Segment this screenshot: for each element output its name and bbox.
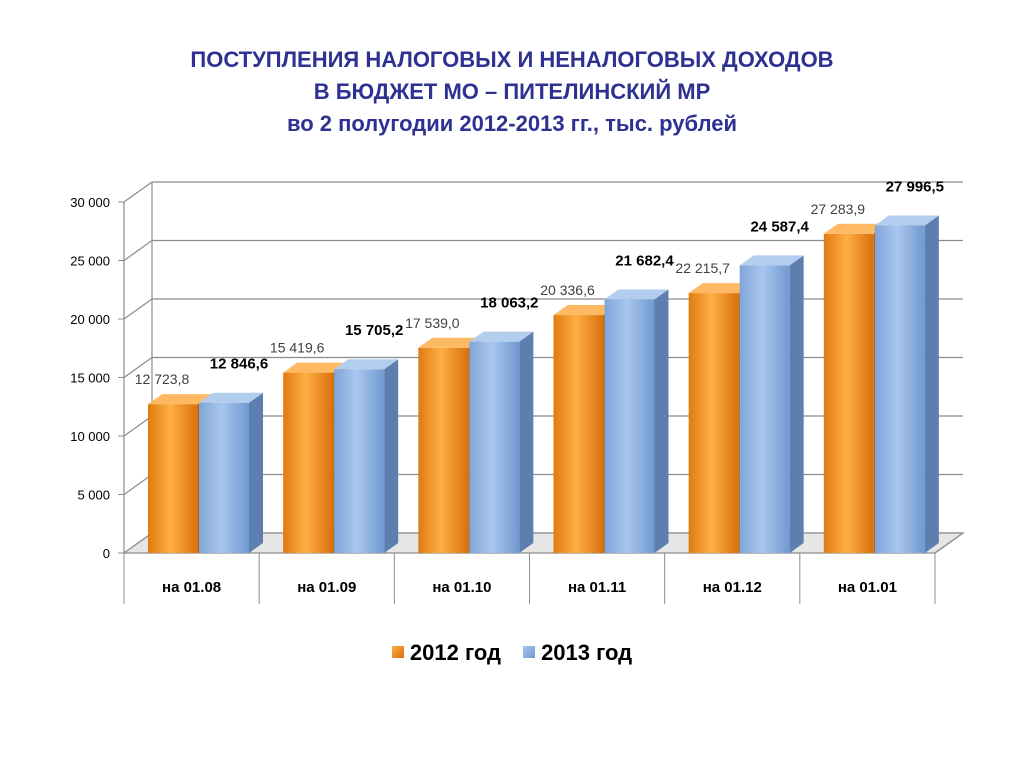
y-tick-label-3: 15 000 — [70, 371, 110, 386]
data-labels: 12 723,8 12 846,615 419,6 15 705,2 17 539,0… — [135, 178, 944, 387]
legend-item-2013: 2013 год — [523, 640, 632, 666]
bar-2012-4 — [688, 293, 739, 553]
bar-2013-4 — [739, 265, 790, 553]
title-line-3: во 2 полугодии 2012-2013 гг., тыс. рубле… — [286, 111, 738, 136]
bar-2013-3 — [604, 299, 655, 553]
bar-2012-2 — [418, 347, 469, 553]
x-tick-label-1: на 01.09 — [297, 579, 356, 596]
bar-top-0-4 — [688, 283, 753, 294]
data-label-2013-0: 12 846,6 — [210, 356, 268, 373]
bar-side-1-2 — [519, 331, 534, 553]
title-line-2: В БЮДЖЕТ МО – ПИТЕЛИНСКИЙ МР — [313, 79, 711, 104]
chart-bars — [148, 215, 939, 553]
bar-2013-0 — [199, 402, 249, 553]
data-label-2013-1: 15 705,2 — [345, 322, 403, 339]
bar-top-1-1 — [334, 359, 399, 370]
bar-side-1-3 — [654, 289, 669, 553]
side-grid-1 — [123, 474, 153, 495]
bar-top-1-2 — [469, 331, 534, 342]
side-grid-3 — [123, 357, 153, 378]
y-tick-label-5: 25 000 — [70, 254, 110, 269]
data-label-2012-3: 20 336,6 — [540, 282, 595, 298]
y-tick-label-0: 0 — [103, 546, 110, 561]
bar-2012-5 — [823, 233, 874, 553]
bar-top-0-1 — [283, 362, 348, 373]
bar-2013-2 — [469, 341, 520, 553]
x-tick-label-2: на 01.10 — [432, 579, 491, 596]
bar-top-1-0 — [199, 392, 263, 403]
data-label-2013-4: 24 587,4 — [750, 218, 809, 235]
y-tick-label-6: 30 000 — [70, 195, 110, 210]
bar-2012-3 — [553, 315, 604, 553]
data-label-2012-1: 15 419,6 — [270, 340, 325, 356]
bar-2012-0 — [148, 404, 198, 553]
chart-legend: 2012 год 2013 год — [0, 640, 1024, 666]
x-tick-label-3: на 01.11 — [568, 579, 626, 596]
bar-side-1-1 — [384, 359, 399, 553]
bar-top-1-3 — [604, 289, 669, 300]
bar-2013-5 — [874, 225, 925, 553]
bar-side-1-4 — [789, 255, 804, 553]
side-grid-2 — [123, 415, 153, 437]
legend-label-2013: 2013 год — [541, 640, 633, 665]
x-tick-label-0: на 01.08 — [162, 579, 221, 596]
title-line-1: ПОСТУПЛЕНИЯ НАЛОГОВЫХ И НЕНАЛОГОВЫХ ДОХО… — [190, 47, 834, 72]
data-label-2013-5: 27 996,5 — [886, 178, 944, 195]
bar-top-0-5 — [823, 223, 888, 234]
x-tick-label-4: на 01.12 — [703, 579, 762, 596]
legend-swatch-2012 — [391, 646, 404, 659]
chart-title: ПОСТУПЛЕНИЯ НАЛОГОВЫХ И НЕНАЛОГОВЫХ ДОХО… — [0, 44, 1024, 140]
chart-axes: 0 5 000 10 000 15 000 20 000 25 000 30 000 на 0… — [70, 195, 936, 604]
x-tick-label-5: на 01.01 — [838, 579, 897, 596]
bar-side-1-5 — [924, 215, 939, 553]
y-tick-label-4: 20 000 — [70, 312, 110, 327]
legend-item-2012: 2012 год — [391, 640, 501, 666]
data-label-2012-0: 12 723,8 — [135, 371, 190, 387]
side-grid-6 — [123, 181, 153, 203]
bar-2013-1 — [334, 369, 385, 553]
y-tick-label-2: 10 000 — [70, 429, 110, 444]
bar-top-1-4 — [739, 255, 804, 266]
bar-top-1-5 — [874, 215, 939, 226]
y-tick-label-1: 5 000 — [77, 488, 110, 503]
data-label-2013-3: 21 682,4 — [615, 252, 674, 269]
data-label-2012-4: 22 215,7 — [675, 260, 730, 276]
legend-label-2012: 2012 год — [409, 640, 501, 665]
bar-top-0-3 — [553, 305, 618, 316]
bar-top-0-0 — [148, 394, 212, 405]
data-label-2013-2: 18 063,2 — [480, 295, 538, 312]
legend-swatch-2013 — [523, 646, 536, 659]
bar-top-0-2 — [418, 337, 483, 348]
bar-chart: 0 5 000 10 000 15 000 20 000 25 000 30 000 на 0… — [70, 178, 965, 604]
data-label-2012-5: 27 283,9 — [811, 201, 866, 217]
data-label-2012-2: 17 539,0 — [405, 315, 460, 331]
floor-right-edge — [934, 532, 964, 554]
side-grid-4 — [123, 298, 153, 320]
side-grid-5 — [123, 240, 153, 261]
bar-side-1-0 — [249, 392, 263, 553]
bar-2012-1 — [283, 372, 334, 553]
